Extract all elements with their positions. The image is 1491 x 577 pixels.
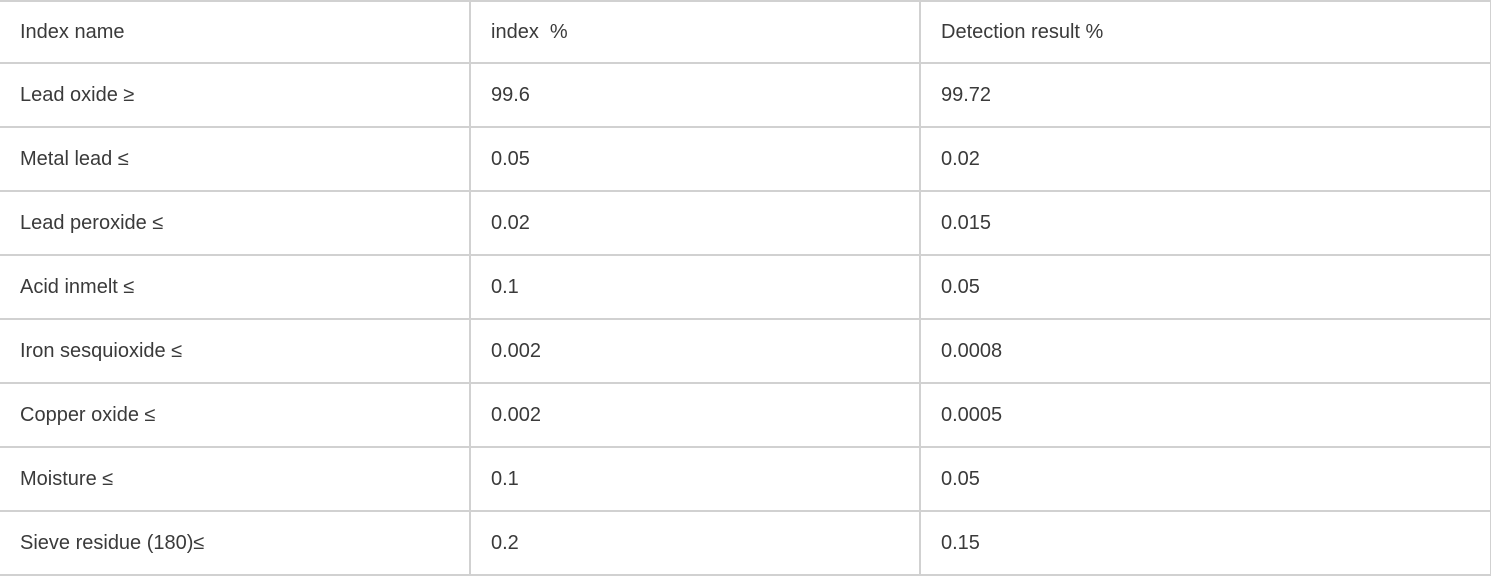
column-header-index-name: Index name bbox=[0, 0, 471, 64]
cell-index-name: Copper oxide ≤ bbox=[0, 382, 471, 448]
cell-index-value: 99.6 bbox=[469, 62, 921, 128]
cell-index-name: Acid inmelt ≤ bbox=[0, 254, 471, 320]
cell-index-value: 0.2 bbox=[469, 510, 921, 576]
cell-index-value: 0.05 bbox=[469, 126, 921, 192]
cell-index-name: Lead oxide ≥ bbox=[0, 62, 471, 128]
cell-detection-result: 0.02 bbox=[919, 126, 1491, 192]
cell-detection-result: 0.15 bbox=[919, 510, 1491, 576]
cell-index-name: Lead peroxide ≤ bbox=[0, 190, 471, 256]
table-row: Metal lead ≤ 0.05 0.02 bbox=[0, 126, 1491, 192]
cell-detection-result: 99.72 bbox=[919, 62, 1491, 128]
cell-detection-result: 0.0005 bbox=[919, 382, 1491, 448]
table-row: Acid inmelt ≤ 0.1 0.05 bbox=[0, 254, 1491, 320]
table-header-row: Index name index % Detection result % bbox=[0, 0, 1491, 64]
table-row: Copper oxide ≤ 0.002 0.0005 bbox=[0, 382, 1491, 448]
cell-index-value: 0.1 bbox=[469, 446, 921, 512]
table-row: Moisture ≤ 0.1 0.05 bbox=[0, 446, 1491, 512]
table-row: Lead oxide ≥ 99.6 99.72 bbox=[0, 62, 1491, 128]
cell-index-name: Metal lead ≤ bbox=[0, 126, 471, 192]
cell-detection-result: 0.05 bbox=[919, 254, 1491, 320]
table-row: Sieve residue (180)≤ 0.2 0.15 bbox=[0, 510, 1491, 576]
cell-index-value: 0.002 bbox=[469, 382, 921, 448]
cell-detection-result: 0.05 bbox=[919, 446, 1491, 512]
cell-index-name: Moisture ≤ bbox=[0, 446, 471, 512]
cell-index-name: Sieve residue (180)≤ bbox=[0, 510, 471, 576]
cell-detection-result: 0.015 bbox=[919, 190, 1491, 256]
cell-index-value: 0.002 bbox=[469, 318, 921, 384]
table-row: Iron sesquioxide ≤ 0.002 0.0008 bbox=[0, 318, 1491, 384]
cell-index-value: 0.1 bbox=[469, 254, 921, 320]
cell-index-name: Iron sesquioxide ≤ bbox=[0, 318, 471, 384]
column-header-index-percent: index % bbox=[469, 0, 921, 64]
cell-index-value: 0.02 bbox=[469, 190, 921, 256]
table-row: Lead peroxide ≤ 0.02 0.015 bbox=[0, 190, 1491, 256]
column-header-detection-result: Detection result % bbox=[919, 0, 1491, 64]
cell-detection-result: 0.0008 bbox=[919, 318, 1491, 384]
